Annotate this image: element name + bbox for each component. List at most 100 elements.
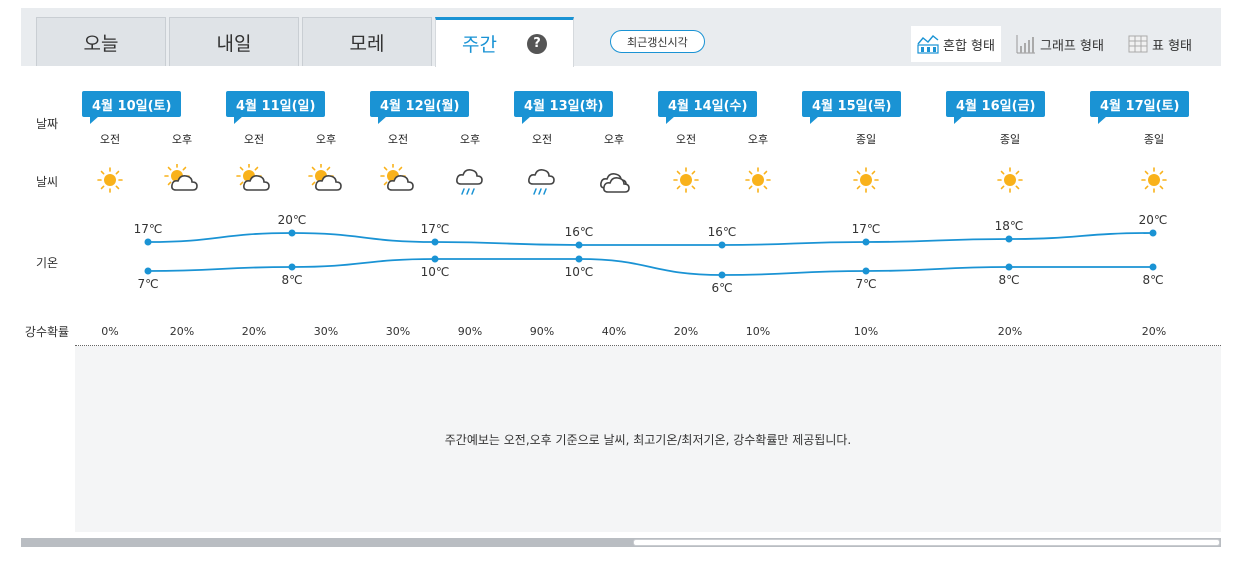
view-mixed-label: 혼합 형태 <box>943 38 995 54</box>
mixed-chart-icon <box>917 35 939 54</box>
low-temp-label: 8℃ <box>281 273 303 287</box>
day-badge: 4월 12일(월) <box>370 91 470 124</box>
weather-icon-cell <box>236 163 272 196</box>
weather-icon-cell <box>596 164 632 196</box>
tab-today[interactable]: 오늘 <box>36 17 166 66</box>
day-badge: 4월 13일(화) <box>514 91 614 124</box>
view-mixed-button[interactable]: 혼합 형태 <box>911 26 1001 62</box>
temperature-chart <box>144 229 1157 279</box>
high-temp-point <box>575 241 583 249</box>
low-temp-line <box>147 258 1153 276</box>
weather-icon-cell <box>380 163 416 196</box>
scrollbar-thumb[interactable] <box>633 539 1220 546</box>
tab-day-after-tomorrow[interactable]: 모레 <box>302 17 432 66</box>
low-temp-point <box>431 255 439 263</box>
period-label: 오전 <box>243 133 265 146</box>
weather-icon-cell <box>848 164 884 196</box>
partly-cloudy-icon <box>236 163 270 191</box>
sunny-icon <box>745 167 771 193</box>
help-icon[interactable]: ? <box>526 33 547 54</box>
sunny-icon <box>997 167 1023 193</box>
precipitation-value: 90% <box>457 325 483 338</box>
row-label-temperature: 기온 <box>35 256 59 270</box>
period-label: 종일 <box>855 133 877 146</box>
weather-icon-cell <box>452 164 488 196</box>
period-label: 오전 <box>387 133 409 146</box>
high-temp-point <box>862 238 870 246</box>
cloudy-icon <box>600 173 630 193</box>
high-temp-label: 18℃ <box>994 219 1024 233</box>
precipitation-value: 10% <box>853 325 879 338</box>
divider <box>75 345 1221 346</box>
precipitation-value: 20% <box>241 325 267 338</box>
rain-icon <box>456 169 483 195</box>
row-label-weather: 날씨 <box>35 175 59 189</box>
low-temp-label: 8℃ <box>1142 273 1164 287</box>
weather-icon-cell <box>668 164 704 196</box>
sunny-icon <box>853 167 879 193</box>
low-temp-label: 10℃ <box>564 265 594 279</box>
low-temp-point <box>718 271 726 279</box>
precipitation-value: 30% <box>385 325 411 338</box>
precipitation-value: 0% <box>101 325 119 338</box>
precipitation-value: 20% <box>997 325 1023 338</box>
high-temp-point <box>144 238 152 246</box>
period-label: 오전 <box>531 133 553 146</box>
horizontal-scrollbar[interactable] <box>21 538 1221 547</box>
low-temp-point <box>862 267 870 275</box>
precipitation-value: 40% <box>601 325 627 338</box>
day-badge: 4월 14일(수) <box>658 91 758 124</box>
rain-icon <box>528 169 555 195</box>
period-label: 오후 <box>459 133 481 146</box>
notice-text: 주간예보는 오전,오후 기준으로 날씨, 최고기온/최저기온, 강수확률만 제공… <box>444 432 852 447</box>
low-temp-point <box>1149 263 1157 271</box>
period-label: 오후 <box>747 133 769 146</box>
high-temp-point <box>1005 235 1013 243</box>
view-graph-label: 그래프 형태 <box>1040 38 1104 54</box>
high-temp-point <box>718 241 726 249</box>
tab-weekly-label: 주간 <box>462 34 497 56</box>
forecast-tab-bar: 오늘 내일 모레 주간 ? 혼합 형태 그래프 형태 <box>21 8 1221 67</box>
high-temp-point <box>288 229 296 237</box>
bar-graph-icon <box>1016 35 1035 54</box>
precipitation-value: 90% <box>529 325 555 338</box>
precipitation-value: 20% <box>1141 325 1167 338</box>
low-temp-point <box>144 267 152 275</box>
high-temp-point <box>1149 229 1157 237</box>
weather-icon-cell <box>308 163 344 196</box>
view-graph-button[interactable]: 그래프 형태 <box>1010 26 1110 62</box>
day-badge: 4월 15일(목) <box>802 91 902 124</box>
view-table-button[interactable]: 표 형태 <box>1122 26 1198 62</box>
partly-cloudy-icon <box>380 163 414 191</box>
weather-icon-cell <box>740 164 776 196</box>
low-temp-label: 6℃ <box>711 281 733 295</box>
sunny-icon <box>673 167 699 193</box>
last-updated-button[interactable]: 최근갱신시각 <box>610 30 705 53</box>
precipitation-value: 20% <box>169 325 195 338</box>
high-temp-label: 20℃ <box>1138 213 1168 227</box>
period-label: 종일 <box>999 133 1021 146</box>
day-badge: 4월 10일(토) <box>82 91 182 124</box>
tab-weekly[interactable]: 주간 ? <box>435 17 574 67</box>
weather-icon-cell <box>524 164 560 196</box>
high-temp-line <box>147 232 1154 246</box>
low-temp-label: 7℃ <box>137 277 159 291</box>
tab-tomorrow[interactable]: 내일 <box>169 17 299 66</box>
low-temp-point <box>1005 263 1013 271</box>
high-temp-point <box>431 238 439 246</box>
sunny-icon <box>97 167 123 193</box>
period-label: 오전 <box>675 133 697 146</box>
low-temp-point <box>575 255 583 263</box>
view-table-label: 표 형태 <box>1152 38 1193 54</box>
high-temp-label: 17℃ <box>133 222 163 236</box>
period-label: 종일 <box>1143 133 1165 146</box>
notice-panel: 주간예보는 오전,오후 기준으로 날씨, 최고기온/최저기온, 강수확률만 제공… <box>75 346 1221 532</box>
precipitation-value: 10% <box>745 325 771 338</box>
period-label: 오후 <box>315 133 337 146</box>
period-label: 오후 <box>603 133 625 146</box>
high-temp-label: 16℃ <box>707 225 737 239</box>
weather-icon-cell <box>164 163 200 196</box>
row-label-date: 날짜 <box>35 117 59 131</box>
period-label: 오전 <box>99 133 121 146</box>
table-icon <box>1128 35 1148 53</box>
